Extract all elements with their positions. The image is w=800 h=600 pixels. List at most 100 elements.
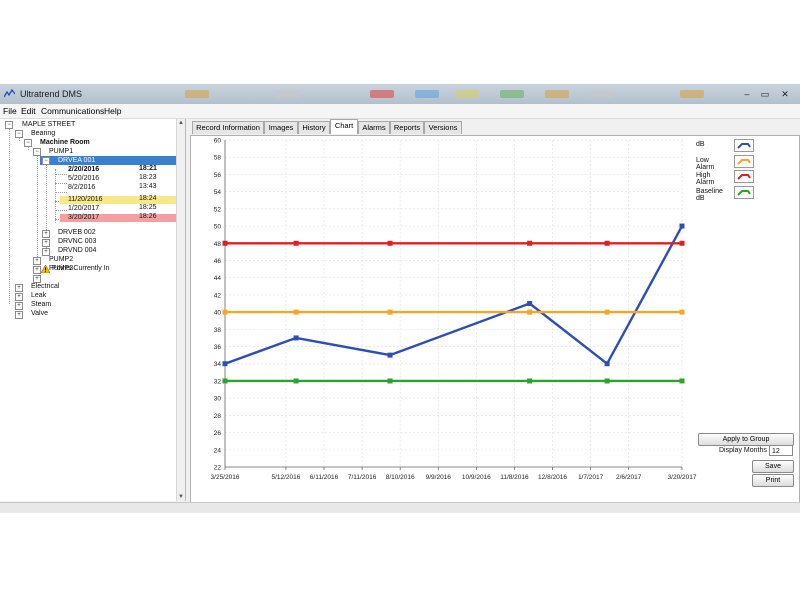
reading-time: 18:26: [139, 213, 157, 220]
selected-row-highlight: [40, 156, 177, 165]
data-point-baseline-db: [679, 378, 685, 384]
data-point-baseline-db: [387, 378, 393, 384]
expand-toggle[interactable]: +: [33, 266, 41, 274]
display-months-input[interactable]: 12: [769, 445, 793, 456]
tab-history[interactable]: History: [298, 121, 330, 134]
tree-node-reading[interactable]: 8/2/2016: [68, 184, 96, 191]
maximize-button[interactable]: ▭: [760, 89, 770, 99]
menu-communications[interactable]: Communications: [41, 106, 105, 116]
y-tick-label: 50: [214, 224, 222, 231]
warning-row-highlight: [60, 196, 177, 204]
tab-alarms[interactable]: Alarms: [358, 121, 390, 134]
tree-node-drive[interactable]: DRVNC 003: [58, 238, 97, 245]
tab-images[interactable]: Images: [264, 121, 298, 134]
tree-node-site[interactable]: MAPLE STREET: [22, 121, 76, 128]
expand-toggle[interactable]: +: [15, 311, 23, 319]
menu-help[interactable]: Help: [104, 106, 122, 116]
tab-versions[interactable]: Versions: [424, 121, 462, 134]
x-tick-label: 3/20/2017: [668, 474, 697, 481]
collapse-toggle[interactable]: −: [33, 148, 41, 156]
y-tick-label: 32: [214, 378, 222, 385]
tree-node-reading[interactable]: 2/20/2016: [68, 166, 100, 173]
warning-icon: [41, 265, 50, 273]
expand-toggle[interactable]: +: [15, 302, 23, 310]
tree-node-category[interactable]: Electrical: [31, 283, 60, 290]
tree-node-category[interactable]: Steam: [31, 301, 52, 308]
tab-record-information[interactable]: Record Information: [192, 121, 264, 134]
reading-time: 18:24: [139, 195, 157, 202]
data-point-db: [679, 223, 685, 229]
tree-node-category[interactable]: Leak: [31, 292, 47, 299]
data-point-high-alarm: [387, 240, 393, 246]
app-window: Ultratrend DMS – ▭ ✕ File Edit Communica…: [0, 84, 800, 513]
data-point-baseline-db: [222, 378, 228, 384]
y-tick-label: 46: [214, 258, 222, 265]
tree-node-area[interactable]: Machine Room: [40, 139, 90, 146]
scroll-up-icon[interactable]: ▲: [178, 120, 184, 126]
print-button[interactable]: Print: [752, 474, 794, 487]
scroll-down-icon[interactable]: ▼: [178, 494, 184, 500]
tree-node-bearing[interactable]: Bearing: [31, 130, 56, 137]
menu-edit[interactable]: Edit: [21, 106, 36, 116]
data-point-high-alarm: [293, 240, 299, 246]
reading-time: 13:43: [139, 183, 157, 190]
apply-to-group-button[interactable]: Apply to Group: [698, 433, 794, 446]
reading-time: 18:21: [139, 165, 157, 172]
legend-swatch-db: [734, 139, 754, 152]
tree-node-reading[interactable]: 11/20/2016: [68, 196, 103, 203]
reading-time: 18:23: [139, 174, 157, 181]
tree-node-pump[interactable]: PUMP2: [49, 256, 74, 263]
x-tick-label: 11/8/2016: [500, 474, 529, 481]
collapse-toggle[interactable]: −: [42, 157, 50, 165]
data-point-low-alarm: [387, 309, 393, 315]
y-tick-label: 36: [214, 344, 222, 351]
legend-label: High Alarm: [696, 172, 715, 186]
chart-axes: 22 24 26 28 30 32 34 36 38 40 42 44 46 48 50 52 54 56 58 60…: [211, 138, 697, 482]
expand-toggle[interactable]: +: [42, 230, 50, 238]
tab-reports[interactable]: Reports: [390, 121, 424, 134]
tab-chart[interactable]: Chart: [330, 119, 358, 134]
title-decoration: [590, 90, 614, 98]
collapse-toggle[interactable]: −: [5, 121, 13, 129]
y-tick-label: 30: [214, 396, 222, 403]
tree-node-category[interactable]: Valve: [31, 310, 48, 317]
tree-node-drive[interactable]: DRVEB 002: [58, 229, 96, 236]
x-tick-label: 9/9/2016: [426, 474, 452, 481]
db-chart: 22 24 26 28 30 32 34 36 38 40 42 44 46 48 50 52 54 56 58 60…: [211, 138, 697, 482]
y-tick-label: 24: [214, 447, 222, 454]
expand-toggle[interactable]: +: [42, 248, 50, 256]
data-point-high-alarm: [527, 240, 533, 246]
collapse-toggle[interactable]: −: [24, 139, 32, 147]
expand-toggle[interactable]: +: [15, 284, 23, 292]
tree-node-drive[interactable]: DRVEA 001: [58, 157, 96, 164]
chart-series: [222, 223, 685, 384]
tree-node-pump[interactable]: PUMP1: [49, 148, 74, 155]
y-tick-label: 56: [214, 172, 222, 179]
tree-node-pump[interactable]: PUMP3: [49, 265, 74, 272]
chart-grid: [224, 139, 683, 468]
expand-toggle[interactable]: +: [33, 275, 41, 283]
status-bar: [0, 502, 800, 513]
y-tick-label: 40: [214, 310, 222, 317]
minimize-button[interactable]: –: [744, 89, 750, 99]
title-decoration: [545, 90, 569, 98]
expand-toggle[interactable]: +: [42, 239, 50, 247]
tree-node-reading[interactable]: 3/20/2017: [68, 214, 100, 221]
tree-node-reading[interactable]: 5/20/2016: [68, 175, 100, 182]
title-decoration: [185, 90, 209, 98]
save-button[interactable]: Save: [752, 460, 794, 473]
tree-node-drive[interactable]: DRVND 004: [58, 247, 97, 254]
series-line-db: [224, 225, 684, 365]
data-point-high-alarm: [604, 240, 610, 246]
tree-node-reading[interactable]: 1/20/2017: [68, 205, 100, 212]
collapse-toggle[interactable]: −: [15, 130, 23, 138]
expand-toggle[interactable]: +: [15, 293, 23, 301]
menu-file[interactable]: File: [3, 106, 17, 116]
app-logo-icon: [4, 89, 15, 98]
close-button[interactable]: ✕: [781, 89, 789, 99]
data-point-db: [222, 361, 228, 367]
expand-toggle[interactable]: +: [33, 257, 41, 265]
window-title: Ultratrend DMS: [20, 89, 83, 99]
tree-scrollbar[interactable]: ▲ ▼: [176, 119, 185, 501]
tree-node-points[interactable]: Points Currently In: [52, 265, 110, 272]
